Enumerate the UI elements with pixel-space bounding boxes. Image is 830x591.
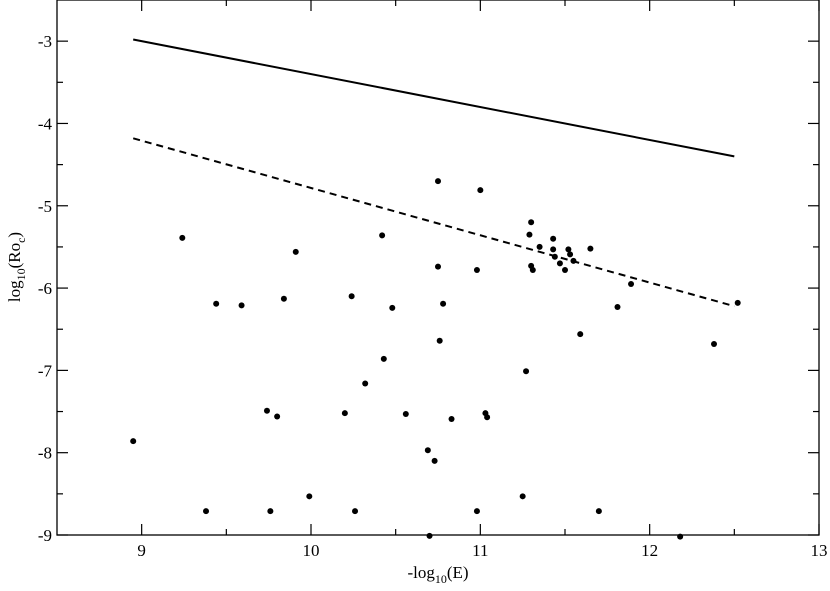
x-tick-label: 12 xyxy=(641,541,658,560)
y-tick-label: -5 xyxy=(38,197,52,216)
data-point xyxy=(280,295,287,302)
data-point xyxy=(570,257,577,264)
y-axis-label: log10(Roc) xyxy=(5,232,28,302)
data-point xyxy=(436,337,443,344)
series-lines xyxy=(132,38,735,308)
data-point xyxy=(379,232,386,239)
data-point xyxy=(529,266,536,273)
data-point xyxy=(238,302,245,309)
data-point xyxy=(213,300,220,307)
y-tick-label: -3 xyxy=(38,32,52,51)
data-point xyxy=(523,368,530,375)
x-tick-label: 13 xyxy=(811,541,828,560)
data-point xyxy=(711,341,718,348)
data-point xyxy=(595,508,602,515)
dashed-series-line xyxy=(132,137,735,308)
data-point xyxy=(536,243,543,250)
data-point xyxy=(179,234,186,241)
axis-tick-labels: 9 10 11 12 13 -3 -4 -5 -6 -7 -8 -9 xyxy=(38,32,828,560)
data-point xyxy=(734,299,741,306)
data-point xyxy=(402,411,409,418)
data-point xyxy=(130,438,137,445)
x-tick-label: 11 xyxy=(472,541,488,560)
data-point xyxy=(556,260,563,267)
data-point xyxy=(424,447,431,454)
data-point xyxy=(306,493,313,500)
data-point xyxy=(477,187,484,194)
data-point xyxy=(551,253,558,260)
data-point xyxy=(448,415,455,422)
data-point xyxy=(352,508,359,515)
data-point xyxy=(435,178,441,185)
y-tick-label: -6 xyxy=(38,279,52,298)
data-point xyxy=(435,263,441,270)
data-point xyxy=(389,304,396,311)
data-point xyxy=(567,251,574,258)
data-point xyxy=(203,508,210,515)
y-tick-label: -7 xyxy=(38,361,53,380)
data-point xyxy=(380,355,387,362)
data-point xyxy=(577,331,584,338)
data-point xyxy=(362,380,369,387)
data-point xyxy=(473,508,480,515)
solid-series-line xyxy=(133,38,735,158)
data-point xyxy=(292,248,299,255)
data-point xyxy=(562,266,568,273)
data-point xyxy=(614,304,621,311)
y-tick-label: -9 xyxy=(38,526,52,545)
data-point xyxy=(263,407,270,414)
x-axis-label: -log10(E) xyxy=(407,563,468,586)
plot-frame xyxy=(56,0,820,536)
data-point xyxy=(519,493,526,500)
data-point xyxy=(565,246,572,253)
y-tick-label: -8 xyxy=(38,444,52,463)
data-point xyxy=(274,413,281,420)
data-point xyxy=(440,300,447,307)
data-point xyxy=(348,293,355,300)
data-point xyxy=(484,414,491,421)
data-point xyxy=(528,219,535,226)
data-point xyxy=(431,457,438,464)
data-point xyxy=(550,246,557,253)
data-point xyxy=(341,410,348,417)
y-tick-label: -4 xyxy=(38,114,53,133)
data-point xyxy=(426,532,433,539)
data-points xyxy=(130,178,741,540)
data-point xyxy=(550,235,557,242)
x-tick-label: 10 xyxy=(303,541,320,560)
x-tick-label: 9 xyxy=(137,541,146,560)
data-point xyxy=(267,508,274,515)
data-point xyxy=(587,245,594,252)
data-point xyxy=(473,266,480,273)
axis-ticks xyxy=(57,0,820,536)
data-point xyxy=(677,533,684,540)
data-point xyxy=(628,280,635,287)
data-point xyxy=(526,231,533,238)
